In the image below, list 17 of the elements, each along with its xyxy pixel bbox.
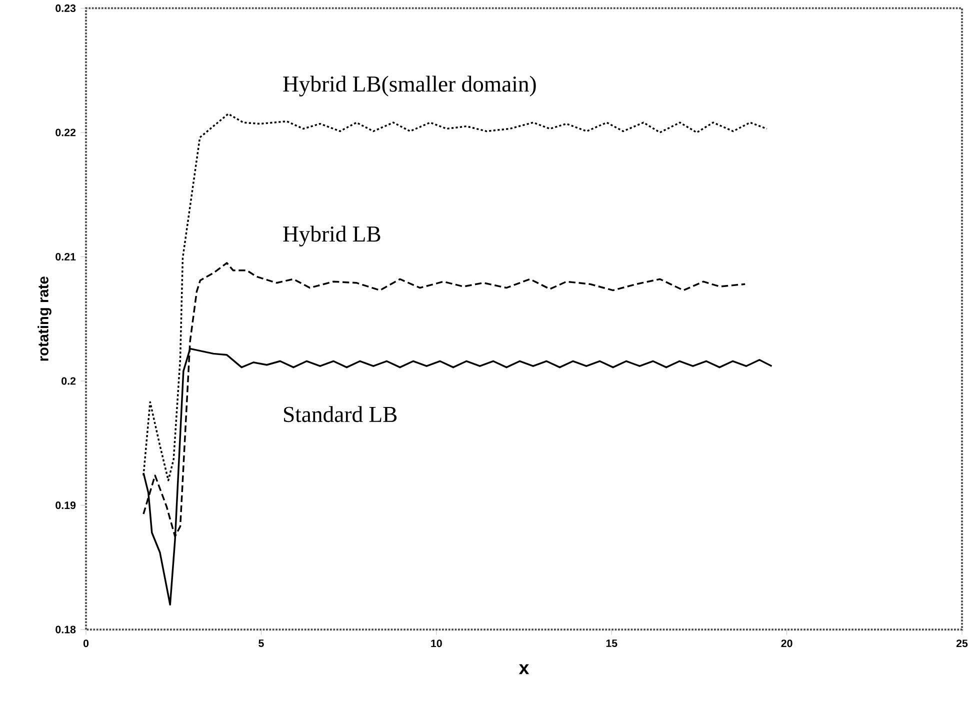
series-label: Standard LB <box>284 406 397 422</box>
x-tick-label: 5 <box>258 640 264 648</box>
x-tick-label: 25 <box>956 640 968 648</box>
y-tick-label: 0.18 <box>56 626 76 634</box>
x-axis-title: x <box>518 664 530 674</box>
y-tick-label: 0.19 <box>56 502 76 510</box>
series-label: Hybrid LB <box>283 226 380 247</box>
series-label: Hybrid LB(smaller domain) <box>283 76 536 97</box>
x-tick-label: 0 <box>83 640 89 648</box>
x-tick-label: 15 <box>606 640 618 648</box>
y-tick-label: 0.22 <box>56 128 76 136</box>
x-tick-label: 10 <box>431 640 442 648</box>
y-tick-label: 0.2 <box>62 377 76 386</box>
y-tick-label: 0.23 <box>56 4 76 12</box>
y-axis-title: rotating rate <box>38 276 52 361</box>
x-tick-label: 20 <box>781 640 792 648</box>
y-tick-label: 0.21 <box>56 253 76 261</box>
